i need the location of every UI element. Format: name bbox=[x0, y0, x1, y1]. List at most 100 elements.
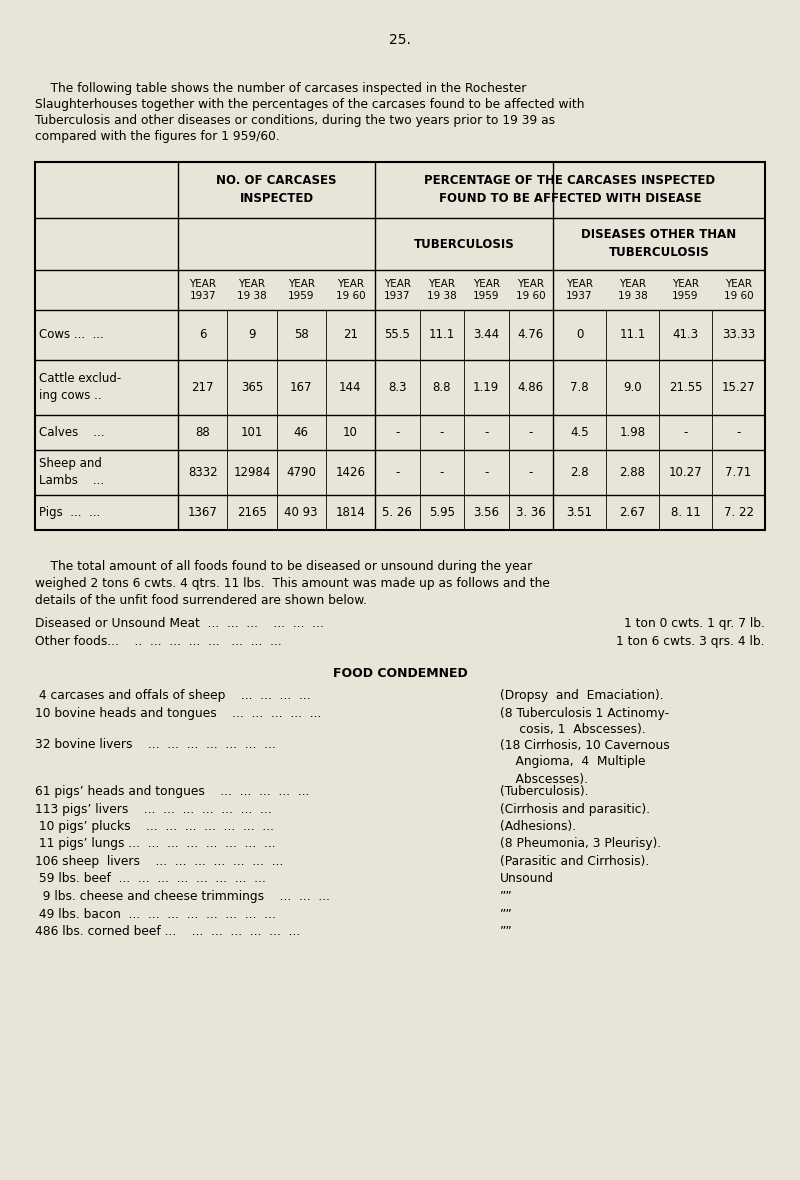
Text: Unsound: Unsound bbox=[500, 872, 554, 885]
Text: 4790: 4790 bbox=[286, 466, 316, 479]
Text: PERCENTAGE OF THE CARCASES INSPECTED
FOUND TO BE AFFECTED WITH DISEASE: PERCENTAGE OF THE CARCASES INSPECTED FOU… bbox=[425, 175, 715, 205]
Text: 8.8: 8.8 bbox=[433, 381, 451, 394]
Text: (Dropsy  and  Emaciation).: (Dropsy and Emaciation). bbox=[500, 689, 664, 702]
Text: (Parasitic and Cirrhosis).: (Parasitic and Cirrhosis). bbox=[500, 856, 650, 868]
Text: 3.56: 3.56 bbox=[474, 506, 499, 519]
Text: 55.5: 55.5 bbox=[384, 328, 410, 341]
Text: 4 carcases and offals of sheep    ...  ...  ...  ...: 4 carcases and offals of sheep ... ... .… bbox=[35, 689, 310, 702]
Text: 217: 217 bbox=[191, 381, 214, 394]
Text: 167: 167 bbox=[290, 381, 312, 394]
Text: 10: 10 bbox=[343, 426, 358, 439]
Text: 1.19: 1.19 bbox=[473, 381, 499, 394]
Text: 21.55: 21.55 bbox=[669, 381, 702, 394]
Text: 10 bovine heads and tongues    ...  ...  ...  ...  ...: 10 bovine heads and tongues ... ... ... … bbox=[35, 707, 322, 720]
Text: 49 lbs. bacon  ...  ...  ...  ...  ...  ...  ...  ...: 49 lbs. bacon ... ... ... ... ... ... ..… bbox=[35, 907, 276, 920]
Text: 46: 46 bbox=[294, 426, 309, 439]
Text: YEAR
1959: YEAR 1959 bbox=[473, 278, 500, 301]
Text: YEAR
1937: YEAR 1937 bbox=[384, 278, 410, 301]
Text: -: - bbox=[439, 466, 444, 479]
Text: (Cirrhosis and parasitic).: (Cirrhosis and parasitic). bbox=[500, 802, 650, 815]
Text: The following table shows the number of carcases inspected in the Rochester: The following table shows the number of … bbox=[35, 81, 526, 96]
Text: Other foods...    ..  ...  ...  ...  ...   ...  ...  ...: Other foods... .. ... ... ... ... ... ..… bbox=[35, 635, 282, 648]
Text: DISEASES OTHER THAN
TUBERCULOSIS: DISEASES OTHER THAN TUBERCULOSIS bbox=[582, 229, 737, 260]
Text: 0: 0 bbox=[576, 328, 583, 341]
Text: 61 pigs’ heads and tongues    ...  ...  ...  ...  ...: 61 pigs’ heads and tongues ... ... ... .… bbox=[35, 785, 310, 798]
Text: 88: 88 bbox=[195, 426, 210, 439]
Text: 3. 36: 3. 36 bbox=[516, 506, 546, 519]
Text: (8 Pheumonia, 3 Pleurisy).: (8 Pheumonia, 3 Pleurisy). bbox=[500, 838, 662, 851]
Text: YEAR
1959: YEAR 1959 bbox=[288, 278, 314, 301]
Text: 4.5: 4.5 bbox=[570, 426, 589, 439]
Text: (8 Tuberculosis 1 Actinomy-
     cosis, 1  Abscesses).: (8 Tuberculosis 1 Actinomy- cosis, 1 Abs… bbox=[500, 707, 669, 736]
Text: 1 ton 0 cwts. 1 qr. 7 lb.: 1 ton 0 cwts. 1 qr. 7 lb. bbox=[624, 617, 765, 630]
Text: 11.1: 11.1 bbox=[429, 328, 455, 341]
Text: 5. 26: 5. 26 bbox=[382, 506, 412, 519]
Text: 7.8: 7.8 bbox=[570, 381, 589, 394]
Text: (18 Cirrhosis, 10 Cavernous
    Angioma,  4  Multiple
    Abscesses).: (18 Cirrhosis, 10 Cavernous Angioma, 4 M… bbox=[500, 739, 670, 786]
Text: Diseased or Unsound Meat  ...  ...  ...    ...  ...  ...: Diseased or Unsound Meat ... ... ... ...… bbox=[35, 617, 324, 630]
Text: Cows ...  ...: Cows ... ... bbox=[39, 328, 104, 341]
Text: -: - bbox=[529, 466, 533, 479]
Text: 7.71: 7.71 bbox=[726, 466, 752, 479]
Text: Cattle exclud-
ing cows ..: Cattle exclud- ing cows .. bbox=[39, 373, 122, 402]
Text: ””: ”” bbox=[500, 890, 513, 903]
Text: 11.1: 11.1 bbox=[619, 328, 646, 341]
Text: ””: ”” bbox=[500, 907, 513, 920]
Text: 4.76: 4.76 bbox=[518, 328, 544, 341]
Text: 2.67: 2.67 bbox=[619, 506, 646, 519]
Text: 486 lbs. corned beef ...    ...  ...  ...  ...  ...  ...: 486 lbs. corned beef ... ... ... ... ...… bbox=[35, 925, 300, 938]
Text: details of the unfit food surrendered are shown below.: details of the unfit food surrendered ar… bbox=[35, 594, 367, 607]
Text: TUBERCULOSIS: TUBERCULOSIS bbox=[414, 237, 514, 250]
Text: Tuberculosis and other diseases or conditions, during the two years prior to 19 : Tuberculosis and other diseases or condi… bbox=[35, 114, 555, 127]
Text: 9 lbs. cheese and cheese trimmings    ...  ...  ...: 9 lbs. cheese and cheese trimmings ... .… bbox=[35, 890, 330, 903]
Text: 10 pigs’ plucks    ...  ...  ...  ...  ...  ...  ...: 10 pigs’ plucks ... ... ... ... ... ... … bbox=[35, 820, 274, 833]
Text: YEAR
1959: YEAR 1959 bbox=[672, 278, 699, 301]
Text: -: - bbox=[395, 466, 399, 479]
Text: 9: 9 bbox=[248, 328, 256, 341]
Text: 5.95: 5.95 bbox=[429, 506, 454, 519]
Text: FOOD CONDEMNED: FOOD CONDEMNED bbox=[333, 667, 467, 680]
Text: 106 sheep  livers    ...  ...  ...  ...  ...  ...  ...: 106 sheep livers ... ... ... ... ... ...… bbox=[35, 856, 283, 868]
Text: Sheep and
Lambs    ...: Sheep and Lambs ... bbox=[39, 458, 104, 487]
Text: 33.33: 33.33 bbox=[722, 328, 755, 341]
Text: 6: 6 bbox=[199, 328, 206, 341]
Text: (Adhesions).: (Adhesions). bbox=[500, 820, 576, 833]
Text: ””: ”” bbox=[500, 925, 513, 938]
Text: 7. 22: 7. 22 bbox=[723, 506, 754, 519]
Text: 1814: 1814 bbox=[335, 506, 366, 519]
Text: 11 pigs’ lungs ...  ...  ...  ...  ...  ...  ...  ...: 11 pigs’ lungs ... ... ... ... ... ... .… bbox=[35, 838, 276, 851]
Text: 101: 101 bbox=[241, 426, 263, 439]
Text: compared with the figures for 1 959/60.: compared with the figures for 1 959/60. bbox=[35, 130, 280, 143]
Text: YEAR
19 60: YEAR 19 60 bbox=[516, 278, 546, 301]
Text: -: - bbox=[484, 426, 489, 439]
Text: YEAR
19 38: YEAR 19 38 bbox=[237, 278, 266, 301]
Text: 1 ton 6 cwts. 3 qrs. 4 lb.: 1 ton 6 cwts. 3 qrs. 4 lb. bbox=[617, 635, 765, 648]
Text: 1426: 1426 bbox=[335, 466, 366, 479]
Text: 1367: 1367 bbox=[188, 506, 218, 519]
Text: 59 lbs. beef  ...  ...  ...  ...  ...  ...  ...  ...: 59 lbs. beef ... ... ... ... ... ... ...… bbox=[35, 872, 266, 885]
Text: -: - bbox=[395, 426, 399, 439]
Text: 2165: 2165 bbox=[237, 506, 267, 519]
Text: Pigs  ...  ...: Pigs ... ... bbox=[39, 506, 100, 519]
Text: -: - bbox=[484, 466, 489, 479]
Text: -: - bbox=[529, 426, 533, 439]
Text: YEAR
19 60: YEAR 19 60 bbox=[724, 278, 754, 301]
Text: 58: 58 bbox=[294, 328, 309, 341]
Text: -: - bbox=[439, 426, 444, 439]
Text: YEAR
1937: YEAR 1937 bbox=[566, 278, 593, 301]
Text: 15.27: 15.27 bbox=[722, 381, 755, 394]
Text: 8. 11: 8. 11 bbox=[670, 506, 701, 519]
Text: 2.88: 2.88 bbox=[619, 466, 646, 479]
Text: 12984: 12984 bbox=[233, 466, 270, 479]
Text: The total amount of all foods found to be diseased or unsound during the year: The total amount of all foods found to b… bbox=[35, 560, 532, 573]
Text: (Tuberculosis).: (Tuberculosis). bbox=[500, 785, 589, 798]
Text: Slaughterhouses together with the percentages of the carcases found to be affect: Slaughterhouses together with the percen… bbox=[35, 98, 585, 111]
Text: 4.86: 4.86 bbox=[518, 381, 544, 394]
Bar bbox=[35, 162, 765, 530]
Text: 8332: 8332 bbox=[188, 466, 218, 479]
Text: 41.3: 41.3 bbox=[673, 328, 698, 341]
Text: YEAR
19 60: YEAR 19 60 bbox=[335, 278, 365, 301]
Text: 3.44: 3.44 bbox=[473, 328, 499, 341]
Text: YEAR
19 38: YEAR 19 38 bbox=[618, 278, 647, 301]
Text: NO. OF CARCASES
INSPECTED: NO. OF CARCASES INSPECTED bbox=[216, 175, 337, 205]
